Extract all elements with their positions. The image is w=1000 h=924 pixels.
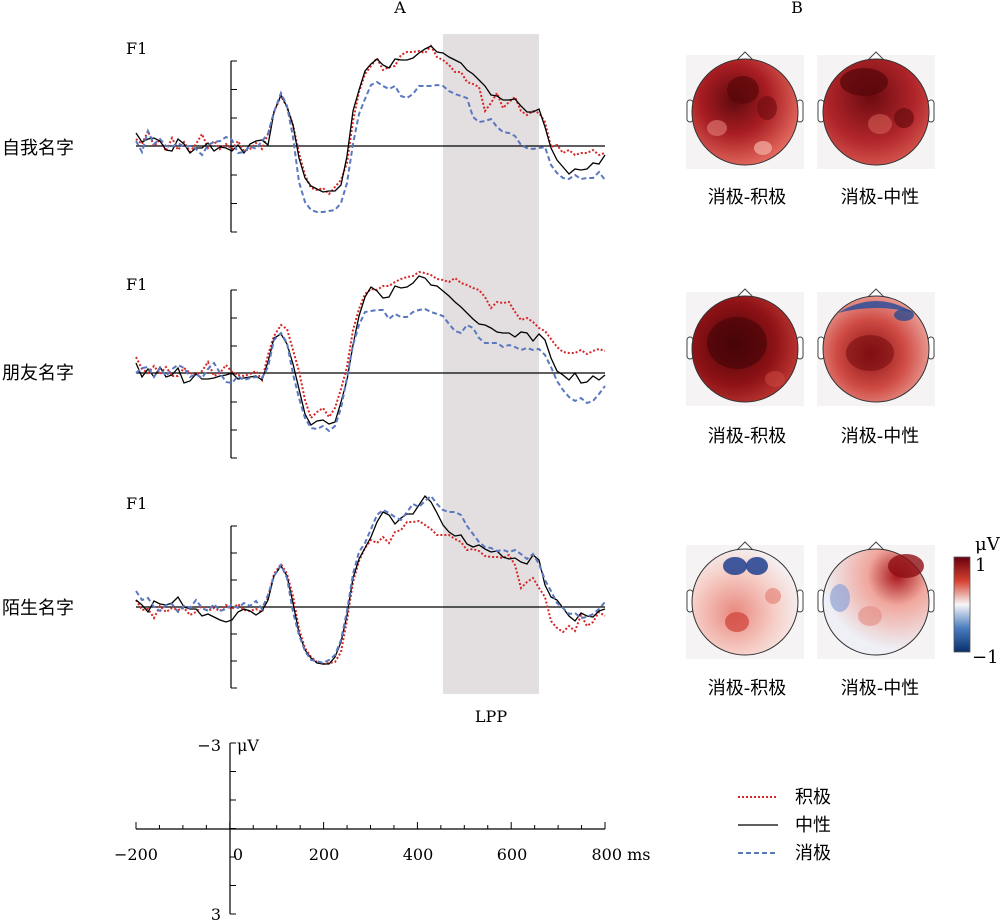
lpp-window	[443, 34, 539, 694]
x-tick-label: 0	[233, 845, 243, 864]
erp-panel-friend: 朋友名字 F1	[2, 270, 606, 459]
series-positive	[135, 519, 606, 666]
legend-label-neutral: 中性	[795, 815, 831, 836]
series-negative	[135, 307, 606, 433]
legend-label-positive: 积极	[795, 787, 831, 808]
topomap	[686, 541, 804, 659]
legend: 积极 中性 消极	[738, 787, 831, 864]
lpp-label: LPP	[475, 707, 507, 726]
condition-label: 朋友名字	[2, 363, 74, 384]
topo-label: 消极-中性	[841, 426, 920, 447]
colorbar-min: −1	[972, 647, 999, 668]
series-neutral	[135, 45, 606, 193]
topomap	[817, 51, 935, 169]
series-positive	[135, 270, 606, 420]
colorbar-max: 1	[975, 555, 986, 576]
topomap-row-3: 消极-积极 消极-中性	[686, 541, 935, 699]
panel-label-b: B	[791, 0, 803, 17]
erp-panel-stranger: 陌生名字 F1	[2, 494, 606, 689]
scale-unit-label: μV	[237, 736, 259, 755]
topomap	[817, 541, 935, 659]
scale-top-label: −3	[197, 736, 221, 755]
channel-label: F1	[126, 275, 147, 294]
scale-bottom-label: 3	[211, 905, 221, 924]
x-tick-label: 200	[309, 845, 340, 864]
colorbar-unit: μV	[975, 534, 1000, 555]
erp-panel-self: 自我名字 F1	[2, 39, 606, 233]
topomap-row-2: 消极-积极 消极-中性	[686, 288, 935, 447]
series-positive	[135, 44, 606, 196]
x-tick-label: 400	[403, 845, 434, 864]
series-neutral	[135, 275, 606, 426]
topomap	[686, 51, 804, 169]
colorbar: μV 1 −1	[953, 534, 1000, 668]
condition-label: 自我名字	[2, 138, 74, 159]
topomap	[817, 288, 935, 406]
series-neutral	[135, 494, 606, 665]
topo-label: 消极-中性	[841, 187, 920, 208]
channel-label: F1	[126, 39, 147, 58]
legend-label-negative: 消极	[795, 843, 831, 864]
topomap-row-1: 消极-积极 消极-中性	[686, 51, 935, 208]
topo-label: 消极-积极	[708, 426, 787, 447]
series-negative	[135, 494, 606, 665]
colorbar-gradient	[953, 556, 971, 653]
x-tick-label: −200	[114, 845, 158, 864]
topo-label: 消极-积极	[708, 678, 787, 699]
condition-label: 陌生名字	[2, 598, 74, 619]
topomap	[686, 288, 804, 406]
panel-label-a: A	[393, 0, 406, 17]
x-tick-label: 600	[497, 845, 528, 864]
scale-bar: −3 μV 3 −200 0 200 400 600 800 ms	[114, 736, 650, 924]
topo-label: 消极-积极	[708, 187, 787, 208]
x-tick-label: 800 ms	[591, 845, 650, 864]
series-negative	[135, 80, 606, 213]
topo-label: 消极-中性	[841, 678, 920, 699]
channel-label: F1	[126, 494, 147, 513]
